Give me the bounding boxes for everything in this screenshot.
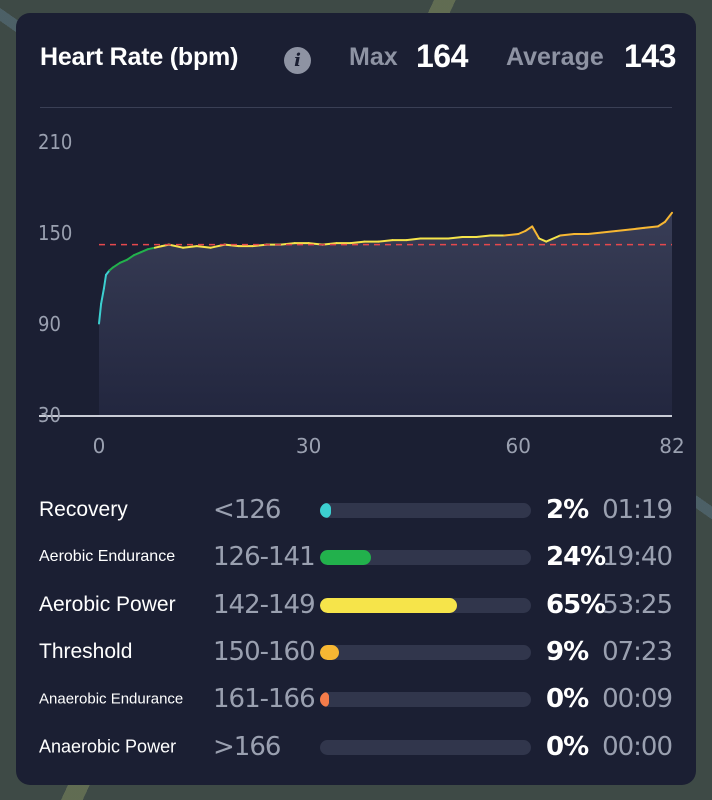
max-value: 164 <box>416 38 468 74</box>
zone-name: Anaerobic Endurance <box>39 690 184 707</box>
y-tick-label: 90 <box>38 312 61 336</box>
average-label: Average <box>506 43 604 71</box>
zone-name: Aerobic Endurance <box>39 547 176 565</box>
zone-time: 01:19 <box>602 494 673 525</box>
heart-rate-line-segment <box>146 246 156 251</box>
heart-rate-line-segment <box>503 233 520 237</box>
y-tick-label: 150 <box>38 221 73 245</box>
heart-rate-line-segment <box>657 220 666 228</box>
zone-row: Aerobic Power 142-149 65% 53:25 <box>16 581 696 628</box>
heart-rate-card: Heart Rate (bpm) i Max 164 Average 143 2… <box>16 13 696 785</box>
header-divider <box>40 107 672 108</box>
heart-rate-line-segment <box>98 302 103 325</box>
heart-rate-line-segment <box>664 211 673 223</box>
heart-rate-line-segment <box>615 228 632 232</box>
zone-progress-track <box>320 644 531 660</box>
zone-name: Aerobic Power <box>39 592 176 616</box>
zone-range: <126 <box>213 494 281 525</box>
zone-time: 00:00 <box>602 731 673 762</box>
zone-row: Aerobic Endurance 126-141 24% 19:40 <box>16 533 696 580</box>
zone-time: 00:09 <box>602 683 673 714</box>
heart-rate-line-segment <box>377 239 394 243</box>
zone-percentage: 2% <box>546 494 589 525</box>
heart-rate-line-segment <box>119 258 128 264</box>
zone-progress-track <box>320 739 531 755</box>
zone-percentage: 65% <box>546 589 606 620</box>
zone-percentage: 9% <box>546 636 589 667</box>
zone-time: 53:25 <box>602 589 673 620</box>
heart-rate-line-segment <box>538 237 548 243</box>
heart-rate-line-segment <box>559 233 576 237</box>
heart-rate-line-segment <box>153 245 163 249</box>
heart-rate-plot <box>39 211 673 417</box>
zone-percentage: 0% <box>546 683 589 714</box>
y-tick-label: 30 <box>38 403 61 427</box>
x-tick-label: 82 <box>659 434 685 458</box>
heart-rate-chart: 210 150 90 30 0 30 60 82 <box>16 123 696 473</box>
zone-progress-fill <box>320 502 331 518</box>
heart-rate-line-segment <box>126 254 135 261</box>
zone-progress-track <box>320 549 531 565</box>
heart-rate-line-segment <box>100 287 105 305</box>
x-tick-label: 60 <box>505 434 531 458</box>
heart-rate-line-segment <box>139 248 149 254</box>
zone-row: Anaerobic Endurance 161-166 0% 00:09 <box>16 675 696 722</box>
heart-rate-line-segment <box>531 225 541 240</box>
y-tick-label: 210 <box>38 130 73 154</box>
zone-progress-track <box>320 502 531 518</box>
heart-rate-line-segment <box>517 230 527 235</box>
zone-progress-track <box>320 691 531 707</box>
zone-row: Recovery <126 2% 01:19 <box>16 486 696 533</box>
card-header: Heart Rate (bpm) i Max 164 Average 143 <box>16 13 696 108</box>
heart-rate-area <box>99 212 672 416</box>
zone-range: 150-160 <box>213 636 316 667</box>
zone-row: Threshold 150-160 9% 07:23 <box>16 628 696 675</box>
heart-rate-line-segment <box>545 234 562 243</box>
heart-rate-line-segment <box>643 225 659 229</box>
info-icon[interactable]: i <box>284 47 311 74</box>
zone-progress-track <box>320 597 531 613</box>
heart-rate-line-segment <box>349 240 366 245</box>
max-label: Max <box>349 43 398 71</box>
zone-progress-fill <box>320 691 329 707</box>
zone-time: 07:23 <box>602 636 673 667</box>
heart-rate-line-segment <box>601 230 618 234</box>
zone-range: 126-141 <box>213 541 316 572</box>
x-tick-label: 30 <box>295 434 322 458</box>
zone-progress-fill <box>320 644 339 660</box>
zone-percentage: 24% <box>546 541 606 572</box>
zone-range: >166 <box>213 731 281 762</box>
x-tick-label: 0 <box>92 434 106 458</box>
heart-rate-line-segment <box>167 243 184 249</box>
heart-rate-line-segment <box>102 273 107 290</box>
heart-rate-line-segment <box>475 234 492 238</box>
heart-rate-line-segment <box>405 237 422 242</box>
heart-rate-line-segment <box>112 261 121 269</box>
zone-row: Anaerobic Power >166 0% 00:00 <box>16 723 696 770</box>
zone-name: Recovery <box>39 497 128 521</box>
zone-progress-fill <box>320 597 458 613</box>
zone-range: 161-166 <box>213 683 316 714</box>
heart-rate-line-segment <box>132 251 142 257</box>
average-value: 143 <box>624 38 676 74</box>
zone-percentage: 0% <box>546 731 589 762</box>
zone-name: Anaerobic Power <box>39 736 177 756</box>
zone-progress-fill <box>320 549 371 565</box>
zone-time: 19:40 <box>602 541 673 572</box>
card-title: Heart Rate (bpm) <box>40 43 239 71</box>
heart-rate-line-segment <box>587 231 604 235</box>
heart-rate-line-segment <box>181 245 198 249</box>
zone-name: Threshold <box>39 639 133 663</box>
zone-range: 142-149 <box>213 589 316 620</box>
heart-rate-line-segment <box>195 245 212 249</box>
heart-rate-line-segment <box>629 226 645 231</box>
heart-rate-line-segment <box>524 225 534 232</box>
heart-rate-line-segment <box>447 236 464 240</box>
